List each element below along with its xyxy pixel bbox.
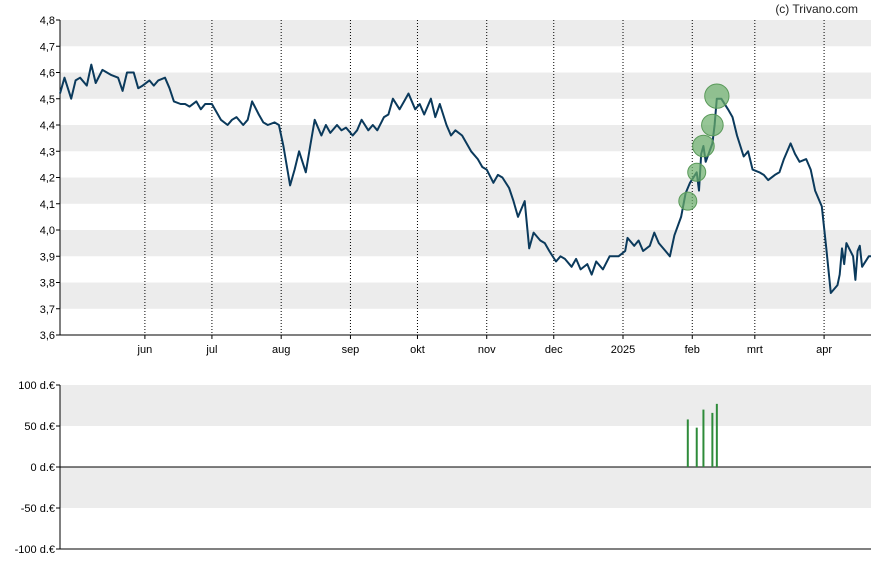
- background-band: [60, 467, 871, 508]
- transaction-marker: [692, 134, 715, 158]
- y-tick-label: 3,7: [40, 304, 55, 316]
- month-tick-label: sep: [342, 344, 360, 356]
- month-tick-label: okt: [410, 344, 425, 356]
- y-tick-label: -50 d.€: [21, 503, 55, 515]
- month-tick-label: aug: [272, 344, 290, 356]
- transaction-marker: [701, 113, 724, 137]
- month-tick-label: nov: [478, 344, 496, 356]
- y-tick-label: 4,1: [40, 199, 55, 211]
- copyright-label: (c) Trivano.com: [775, 2, 858, 16]
- background-band: [60, 177, 871, 204]
- y-tick-label: 4,4: [40, 120, 55, 132]
- y-tick-label: 100 d.€: [18, 380, 55, 392]
- month-tick-label: apr: [816, 344, 832, 356]
- y-tick-label: 4,2: [40, 173, 55, 185]
- background-band: [60, 125, 871, 152]
- volume-panel: 100 d.€ 50 d.€ 0 d.€ -50 d.€ -100 d.€: [15, 380, 871, 556]
- y-tick-label: 0 d.€: [31, 462, 55, 474]
- month-tick-label: mrt: [747, 344, 763, 356]
- transaction-marker: [704, 83, 730, 109]
- y-tick-label: 4,0: [40, 225, 55, 237]
- transaction-marker: [687, 162, 707, 182]
- y-tick-label: 3,6: [40, 330, 55, 342]
- month-tick-label: 2025: [611, 344, 635, 356]
- month-tick-label: jun: [137, 344, 153, 356]
- background-band: [60, 230, 871, 257]
- background-band: [60, 72, 871, 99]
- month-tick-label: jul: [205, 344, 217, 356]
- y-tick-label: 50 d.€: [24, 421, 55, 433]
- y-tick-label: 4,7: [40, 41, 55, 53]
- y-tick-label: 3,8: [40, 278, 55, 290]
- price-panel: jun jul aug sep okt nov dec 2025 feb mrt apr 3,6 3,7…: [40, 15, 871, 356]
- y-tick-label: -100 d.€: [15, 544, 55, 556]
- y-tick-label: 4,5: [40, 94, 55, 106]
- y-tick-label: 4,3: [40, 146, 55, 158]
- price-line: [59, 63, 871, 294]
- background-band: [60, 282, 871, 309]
- background-band: [60, 20, 871, 47]
- y-tick-label: 3,9: [40, 251, 55, 263]
- month-tick-label: feb: [685, 344, 700, 356]
- y-tick-label: 4,8: [40, 15, 55, 27]
- y-tick-label: 4,6: [40, 68, 55, 80]
- background-band: [60, 385, 871, 426]
- transaction-marker: [678, 191, 698, 211]
- month-tick-label: dec: [545, 344, 563, 356]
